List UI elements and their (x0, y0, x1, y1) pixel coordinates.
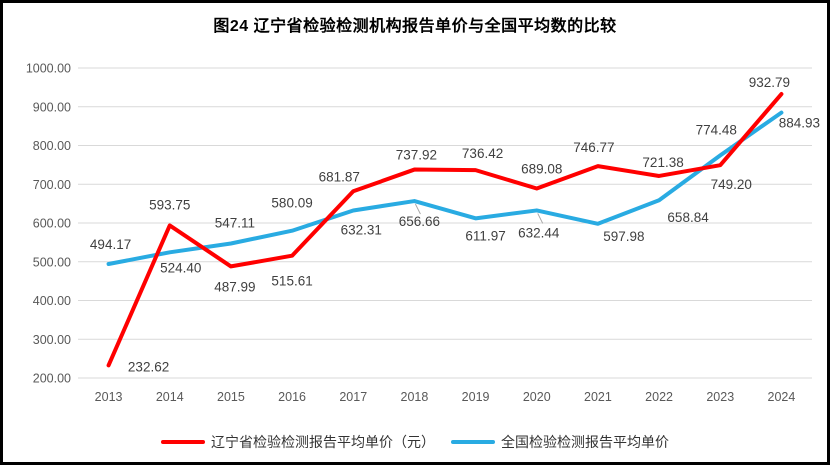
svg-text:737.92: 737.92 (396, 148, 437, 163)
svg-text:900.00: 900.00 (33, 100, 71, 114)
svg-text:721.38: 721.38 (642, 155, 683, 170)
comparison-line-chart: 200.00 300.00 400.00 500.00 600.00 700.00 800.… (26, 62, 820, 405)
legend-label-liaoning: 辽宁省检验检测报告平均单价（元） (211, 434, 435, 450)
legend-swatch-liaoning (161, 440, 205, 444)
svg-text:2022: 2022 (645, 390, 673, 404)
svg-text:200.00: 200.00 (33, 372, 71, 386)
svg-text:580.09: 580.09 (271, 196, 312, 211)
svg-text:2013: 2013 (95, 390, 123, 404)
svg-text:547.11: 547.11 (215, 215, 255, 230)
svg-text:632.31: 632.31 (341, 222, 382, 237)
svg-text:2019: 2019 (462, 390, 490, 404)
svg-text:800.00: 800.00 (33, 139, 71, 153)
svg-text:700.00: 700.00 (33, 178, 71, 192)
svg-text:2023: 2023 (706, 390, 734, 404)
svg-text:487.99: 487.99 (214, 279, 255, 294)
svg-text:884.93: 884.93 (779, 116, 820, 131)
legend-item-liaoning: 辽宁省检验检测报告平均单价（元） (161, 432, 435, 452)
legend-swatch-national (451, 440, 495, 444)
svg-text:2021: 2021 (584, 390, 612, 404)
svg-text:494.17: 494.17 (90, 237, 131, 252)
svg-text:611.97: 611.97 (465, 228, 505, 243)
chart-legend: 辽宁省检验检测报告平均单价（元） 全国检验检测报告平均单价 (3, 432, 827, 452)
svg-text:500.00: 500.00 (33, 255, 71, 269)
svg-text:736.42: 736.42 (462, 146, 503, 161)
svg-text:2014: 2014 (156, 390, 184, 404)
svg-text:932.79: 932.79 (749, 75, 790, 90)
svg-text:689.08: 689.08 (521, 161, 562, 176)
svg-text:593.75: 593.75 (149, 197, 190, 212)
legend-item-national: 全国检验检测报告平均单价 (451, 432, 669, 452)
svg-text:232.62: 232.62 (128, 359, 169, 374)
svg-text:632.44: 632.44 (518, 225, 560, 240)
svg-text:749.20: 749.20 (711, 177, 752, 192)
svg-text:300.00: 300.00 (33, 333, 71, 347)
legend-label-national: 全国检验检测报告平均单价 (501, 434, 669, 450)
chart-title: 图24 辽宁省检验检测机构报告单价与全国平均数的比较 (213, 18, 617, 35)
svg-text:515.61: 515.61 (271, 274, 312, 289)
svg-text:2024: 2024 (768, 390, 796, 404)
svg-text:746.77: 746.77 (573, 140, 614, 155)
svg-text:681.87: 681.87 (319, 169, 360, 184)
svg-text:658.84: 658.84 (667, 210, 709, 225)
svg-text:2018: 2018 (401, 390, 429, 404)
svg-text:600.00: 600.00 (33, 217, 71, 231)
svg-text:774.48: 774.48 (696, 122, 737, 137)
svg-text:2017: 2017 (339, 390, 367, 404)
svg-text:2015: 2015 (217, 390, 245, 404)
svg-text:597.98: 597.98 (603, 229, 644, 244)
svg-text:2016: 2016 (278, 390, 306, 404)
svg-text:400.00: 400.00 (33, 294, 71, 308)
svg-text:2020: 2020 (523, 390, 551, 404)
svg-text:1000.00: 1000.00 (26, 62, 71, 76)
svg-text:524.40: 524.40 (160, 260, 201, 275)
svg-text:656.66: 656.66 (399, 214, 440, 229)
